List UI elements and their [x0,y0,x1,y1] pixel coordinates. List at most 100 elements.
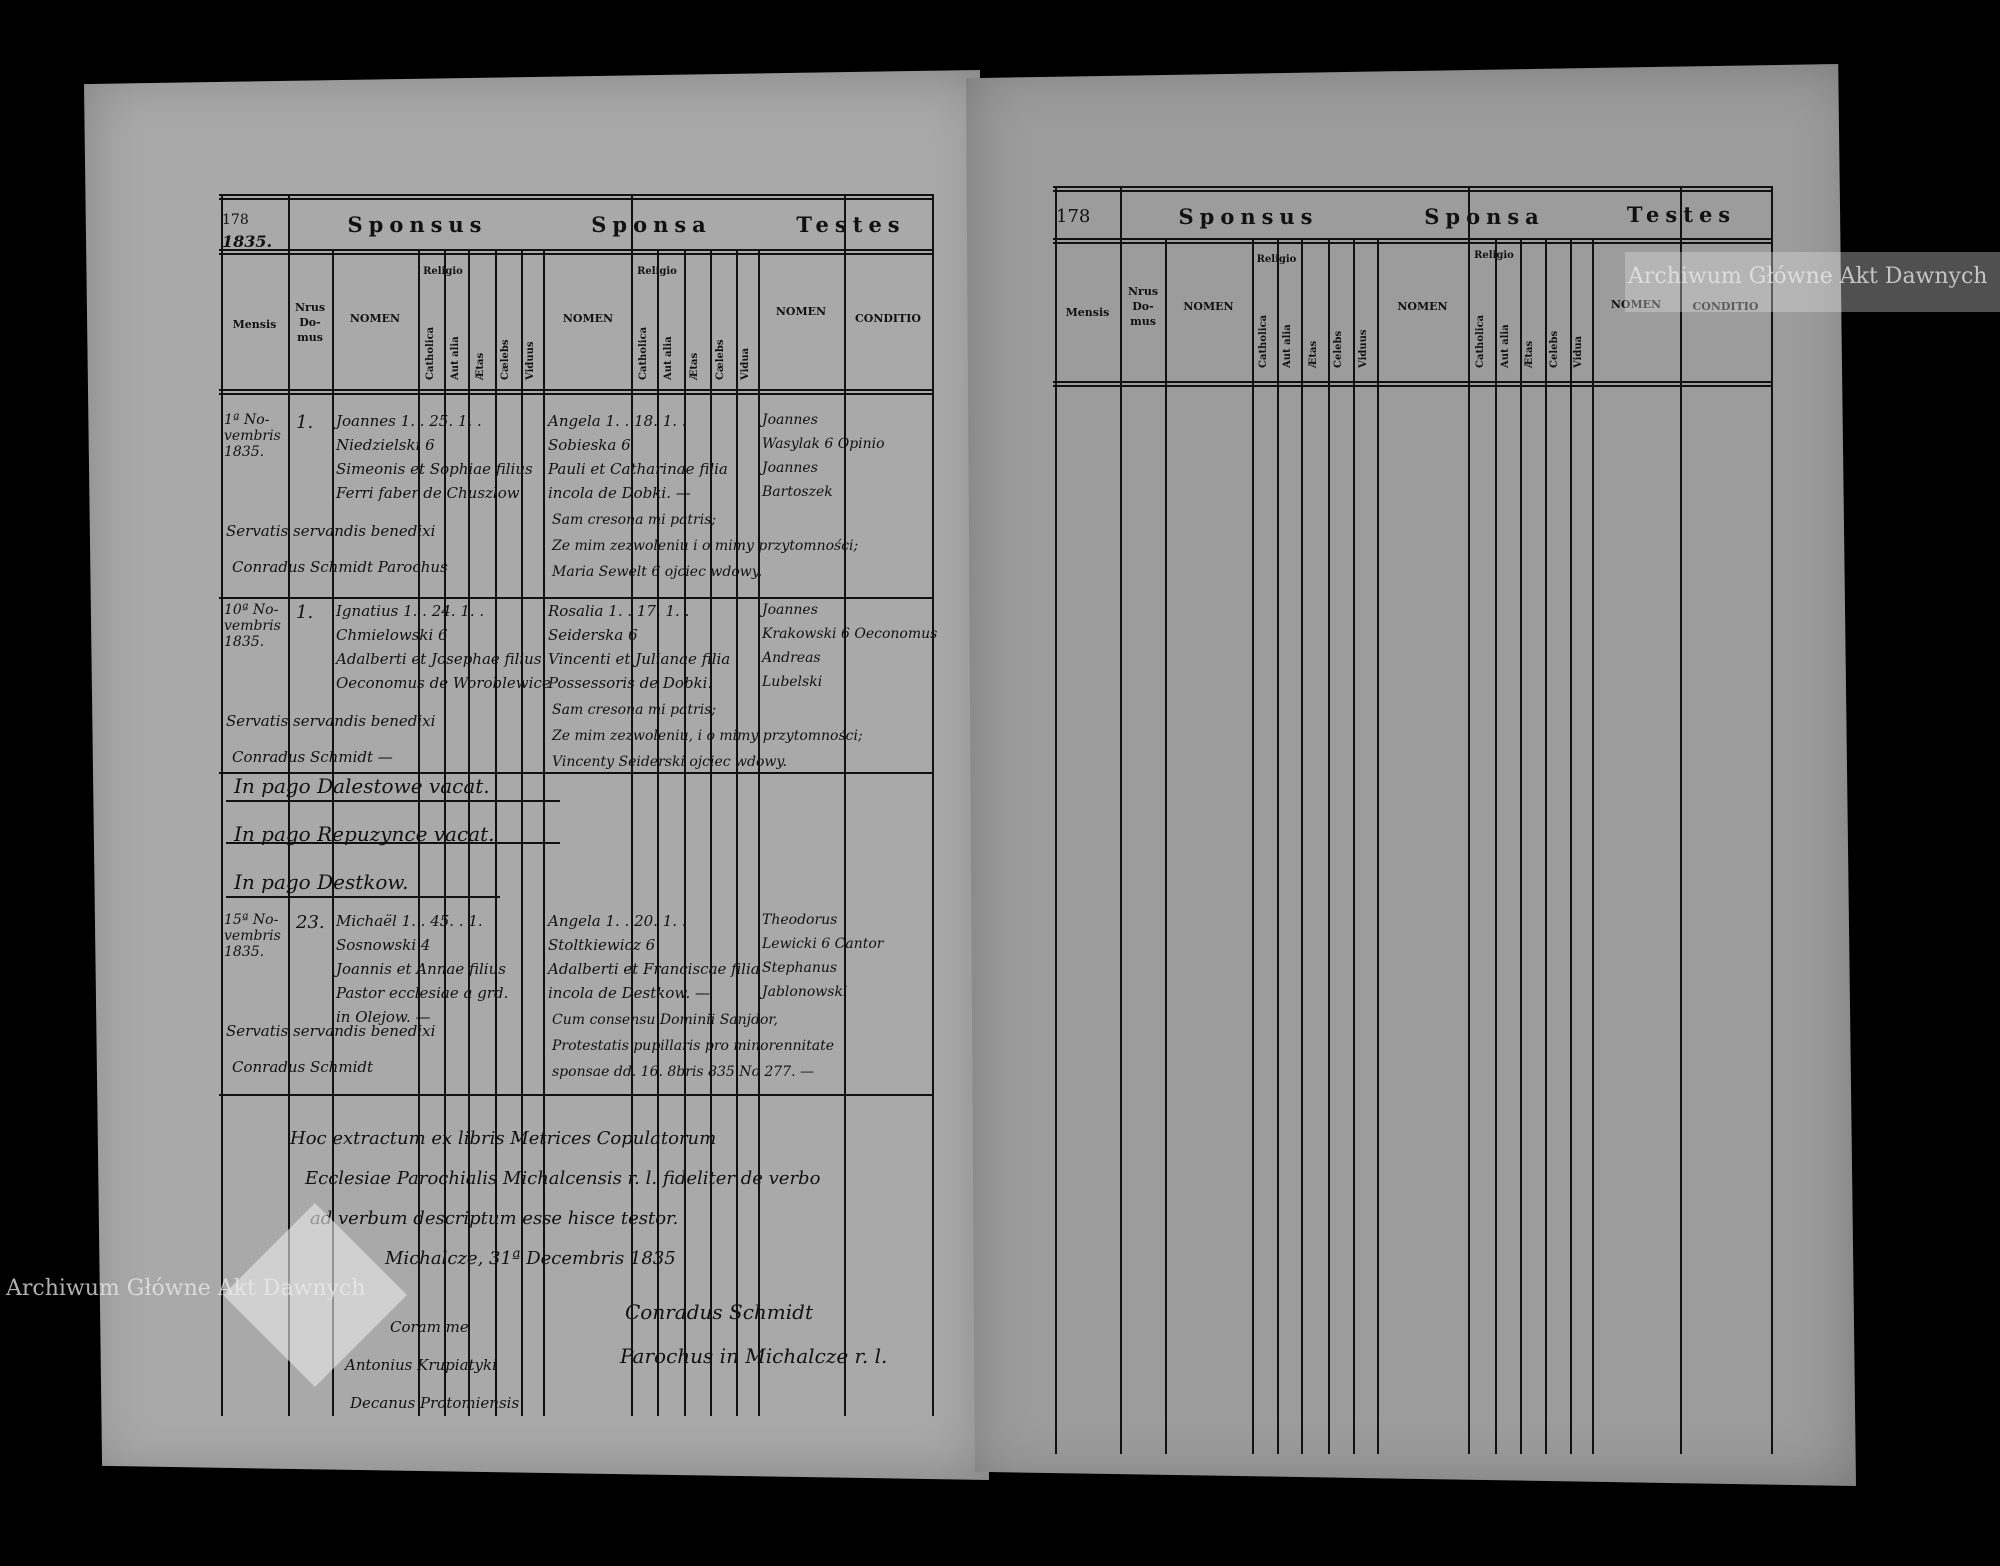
handwritten-text: Conradus Schmidt Parochus [232,558,448,576]
handwritten-text: Stephanus [762,960,838,976]
handwritten-text: Ignatius 1. . 24. 1. . [336,602,485,620]
handwritten-text: Sam cresona mi patris; [552,702,717,718]
right-col-mensis: Mensis [1065,306,1110,319]
handwritten-text: Lewicki 6 Cantor [762,936,884,952]
handwritten-text: Joannis et Annae filius [336,960,506,978]
handwritten-text: Conradus Schmidt [625,1300,813,1324]
column-rule [1328,240,1330,1454]
handwritten-text: In pago Repuzynce vacat. [234,822,495,846]
left-col-aut-alia: Aut alia [450,336,461,380]
handwritten-text: Ze mim zezwoleniu i o mimy przytomności; [552,538,859,554]
handwritten-text: Simeonis et Sophiae filius [336,460,533,478]
column-rule [221,194,223,1416]
right-col-catholica-sponsa: Catholica [1475,314,1486,368]
right-col-aut-alia-sponsa: Aut alia [1500,324,1511,368]
handwritten-text: Chmielowski 6 [336,626,448,644]
handwritten-text: Niedzielski 6 [336,436,435,454]
left-col-religio: Religio [423,266,463,277]
handwritten-text: Oeconomus de Woroblewice [336,674,551,692]
handwritten-text: Angela 1. . 18. 1. . [548,412,687,430]
left-col-catholica: Catholica [425,326,436,380]
left-header-sponsus: Sponsus [347,212,488,237]
right-col-catholica: Catholica [1258,314,1269,368]
handwritten-text: Seiderska 6 [548,626,638,644]
handwritten-text: incola de Dobki. — [548,484,691,502]
right-col-aetas-sponsa: Ætas [1524,340,1535,368]
row-rule [1053,242,1773,244]
column-rule [1495,240,1497,1454]
column-rule [932,194,934,1416]
row-rule [219,253,934,255]
column-rule [1353,240,1355,1454]
handwritten-text: Servatis servandis benedixi [226,712,436,730]
handwritten-text: Ze mim zezwoleniu, i o mimy przytomności… [552,728,863,744]
column-rule [1120,186,1122,1454]
column-rule [468,250,470,1416]
handwritten-text: sponsae dd. 16. 8bris 835 No 277. — [552,1064,814,1080]
handwritten-text: Krakowski 6 Oeconomus [762,626,938,642]
left-header-testes: Testes [796,212,906,237]
handwritten-text: Bartoszek [762,484,833,500]
column-rule [1055,186,1057,1454]
handwritten-text: 10ª No- vembris 1835. [224,602,281,650]
handwritten-text: Adalberti et Josephae filius [336,650,542,668]
right-header-sponsa: Sponsa [1424,204,1545,229]
right-col-nomen-sponsus: NOMEN [1183,300,1234,313]
column-rule [710,250,712,1416]
right-header-testes: Testes [1626,202,1737,227]
handwritten-text: Rosalia 1. . 17. 1. . [548,602,690,620]
column-rule [1592,240,1594,1454]
column-rule [418,250,420,1416]
row-rule [1053,238,1773,240]
column-rule [543,250,545,1416]
handwritten-text: Wasylak 6 Opinio [762,436,885,452]
handwritten-text: Jablonowski [762,984,848,1000]
handwritten-text: Theodorus [762,912,838,928]
left-col-celebs: Cælebs [500,339,511,381]
handwritten-text: Michalcze, 31ª Decembris 1835 [385,1248,676,1269]
column-rule [844,194,846,1416]
column-rule [684,250,686,1416]
row-rule [219,1094,934,1096]
handwritten-text: 1. [296,412,314,433]
handwritten-text: Pastor ecclesiae a grd. [336,984,509,1002]
row-rule [219,597,934,599]
handwritten-text: Hoc extractum ex libris Metrices Copulat… [290,1128,717,1149]
row-rule [1053,186,1773,188]
handwritten-text: Antonius Krupiatyki [345,1356,497,1374]
handwritten-text: Michaël 1. . 45. . 1. [336,912,483,930]
right-col-religio: Religio [1256,254,1297,265]
right-col-nomen-sponsa: NOMEN [1397,300,1448,313]
handwritten-text: Decanus Protomiensis [350,1394,520,1412]
right-page-number: 178 [1056,206,1091,227]
column-rule [1165,240,1167,1454]
handwritten-text: Maria Sewelt 6 ojciec wdowy. [552,564,763,580]
column-rule [1545,240,1547,1454]
row-rule [219,393,934,395]
row-rule [226,896,500,898]
column-rule [521,250,523,1416]
handwritten-text: Lubelski [762,674,823,690]
left-col-nomen-sponsus: NOMEN [349,312,401,325]
handwritten-text: Ferri faber de Chuszlow [336,484,520,502]
handwritten-text: Joannes [762,460,818,476]
column-rule [1377,240,1379,1454]
left-col-aetas: Ætas [475,352,486,380]
column-rule [1277,240,1279,1454]
row-rule [219,249,934,251]
column-rule [1468,186,1470,1454]
row-rule [226,800,560,802]
column-rule [1301,240,1303,1454]
handwritten-text: In pago Dalestowe vacat. [234,774,490,798]
right-col-celebs: Celebs [1333,330,1344,368]
right-col-religio-sponsa: Religio [1474,250,1514,261]
handwritten-text: Servatis servandis benedixi [226,1022,436,1040]
handwritten-text: Joannes [762,412,818,428]
right-header-sponsus: Sponsus [1178,204,1319,229]
column-rule [288,194,290,1416]
row-rule [1053,381,1773,383]
handwritten-text: Conradus Schmidt [232,1058,373,1076]
handwritten-text: in Olejow. — [336,1008,431,1026]
handwritten-text: Pauli et Catharinae filia [548,460,728,478]
right-col-aut-alia: Aut alia [1282,324,1293,368]
